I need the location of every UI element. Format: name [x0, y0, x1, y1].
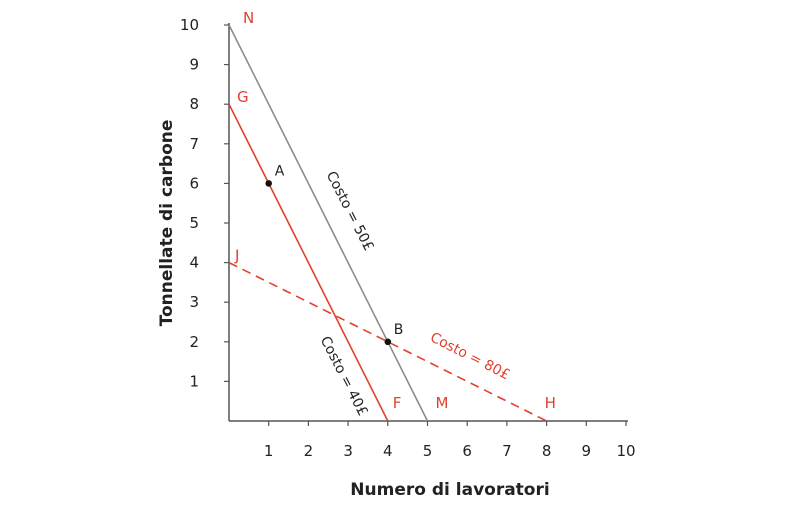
- x-tick-label: 6: [462, 442, 472, 460]
- data-point: [384, 338, 392, 346]
- x-tick-label: 9: [582, 442, 592, 460]
- series-label: Costo = 50£: [323, 169, 377, 254]
- line-endpoint-label: G: [237, 88, 249, 106]
- y-tick-label: 8: [189, 95, 199, 113]
- x-tick-label: 4: [383, 442, 393, 460]
- series-line: [228, 103, 389, 422]
- point-label: B: [394, 322, 404, 338]
- y-tick-label: 3: [189, 293, 199, 311]
- line-endpoint-label: M: [436, 394, 449, 412]
- y-tick-label: 7: [189, 135, 199, 153]
- x-tick-label: 2: [304, 442, 314, 460]
- x-tick-label: 5: [423, 442, 433, 460]
- line-endpoint-label: F: [393, 394, 402, 412]
- x-tick-label: 1: [264, 442, 274, 460]
- y-tick-label: 2: [189, 333, 199, 351]
- series-label: Costo = 40£: [317, 334, 371, 419]
- point-label: A: [275, 163, 285, 179]
- y-tick-label: 9: [189, 56, 199, 74]
- series-line: [228, 24, 429, 422]
- line-endpoint-label: J: [234, 247, 239, 265]
- x-tick-label: 8: [542, 442, 552, 460]
- x-tick-label: 3: [343, 442, 353, 460]
- x-tick-label: 10: [616, 442, 635, 460]
- x-tick-label: 7: [502, 442, 512, 460]
- y-tick-label: 5: [189, 214, 199, 232]
- line-endpoint-label: N: [243, 9, 254, 27]
- y-tick-label: 6: [189, 174, 199, 192]
- data-point: [265, 180, 273, 187]
- line-endpoint-label: H: [545, 394, 556, 412]
- y-tick-label: 4: [189, 254, 199, 272]
- series-label: Costo = 80£: [427, 330, 512, 384]
- y-axis-label: Tonnellate di carbone: [157, 120, 177, 327]
- y-tick-label: 10: [180, 16, 199, 34]
- y-tick-label: 1: [189, 372, 199, 390]
- x-axis-label: Numero di lavoratori: [350, 480, 549, 500]
